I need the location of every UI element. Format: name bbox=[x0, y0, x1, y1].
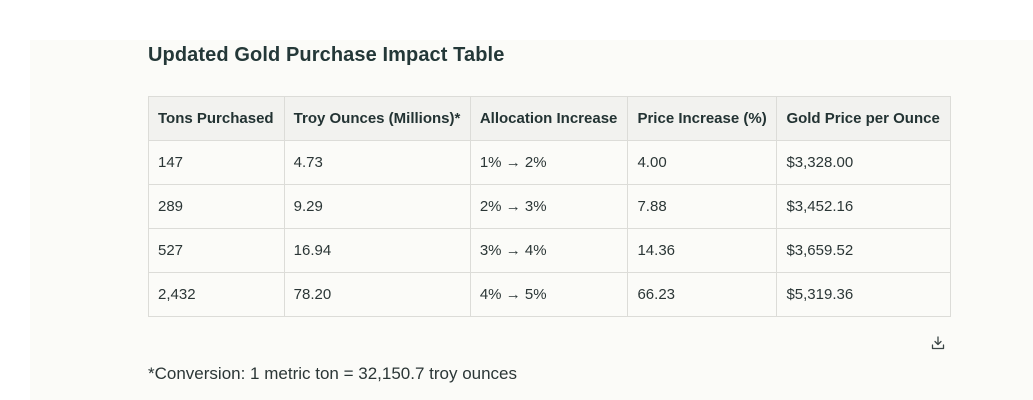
page-title: Updated Gold Purchase Impact Table bbox=[148, 44, 505, 66]
cell-allocation: 2% → 3% bbox=[469, 184, 629, 229]
cell-gold-price: $5,319.36 bbox=[776, 272, 951, 317]
table-row: 527 16.94 3% → 4% 14.36 $3,659.52 bbox=[148, 228, 951, 273]
cell-allocation: 3% → 4% bbox=[469, 228, 629, 273]
cell-price-increase: 66.23 bbox=[627, 272, 778, 317]
cell-troy-ounces: 78.20 bbox=[283, 272, 471, 317]
cell-troy-ounces: 4.73 bbox=[283, 140, 471, 185]
column-header-gold-price: Gold Price per Ounce bbox=[776, 96, 951, 141]
cell-tons: 147 bbox=[148, 140, 285, 185]
table-row: 147 4.73 1% → 2% 4.00 $3,328.00 bbox=[148, 140, 951, 185]
cell-gold-price: $3,328.00 bbox=[776, 140, 951, 185]
table-row: 289 9.29 2% → 3% 7.88 $3,452.16 bbox=[148, 184, 951, 229]
download-icon[interactable] bbox=[930, 335, 946, 351]
cell-tons: 527 bbox=[148, 228, 285, 273]
column-header-price-increase: Price Increase (%) bbox=[627, 96, 778, 141]
cell-gold-price: $3,659.52 bbox=[776, 228, 951, 273]
cell-troy-ounces: 9.29 bbox=[283, 184, 471, 229]
conversion-footnote: *Conversion: 1 metric ton = 32,150.7 tro… bbox=[148, 364, 518, 383]
gold-impact-table: Tons Purchased Troy Ounces (Millions)* A… bbox=[148, 96, 951, 317]
cell-troy-ounces: 16.94 bbox=[283, 228, 471, 273]
cell-price-increase: 4.00 bbox=[627, 140, 778, 185]
cell-price-increase: 7.88 bbox=[627, 184, 778, 229]
column-header-troy-ounces: Troy Ounces (Millions)* bbox=[283, 96, 471, 141]
column-header-allocation: Allocation Increase bbox=[469, 96, 629, 141]
cell-tons: 2,432 bbox=[148, 272, 285, 317]
cell-tons: 289 bbox=[148, 184, 285, 229]
cell-allocation: 1% → 2% bbox=[469, 140, 629, 185]
cell-allocation: 4% → 5% bbox=[469, 272, 629, 317]
cell-price-increase: 14.36 bbox=[627, 228, 778, 273]
table-row: 2,432 78.20 4% → 5% 66.23 $5,319.36 bbox=[148, 272, 951, 317]
column-header-tons: Tons Purchased bbox=[148, 96, 285, 141]
download-icon-graphic bbox=[931, 336, 945, 350]
cell-gold-price: $3,452.16 bbox=[776, 184, 951, 229]
table-header-row: Tons Purchased Troy Ounces (Millions)* A… bbox=[148, 96, 951, 141]
